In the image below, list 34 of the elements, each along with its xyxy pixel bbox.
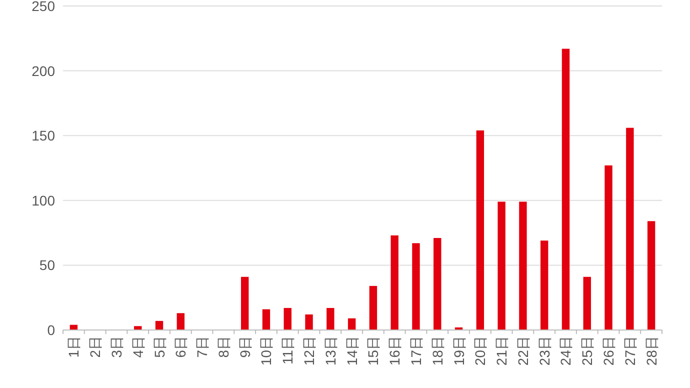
x-tick-label: 15日: [365, 336, 382, 366]
x-tick-label: 7日: [194, 336, 210, 358]
x-tick-label: 12日: [301, 336, 318, 366]
x-tick-label: 6日: [172, 336, 189, 358]
x-tick-label: 11日: [280, 336, 296, 365]
x-tick-label: 10日: [258, 336, 274, 366]
y-tick-label: 200: [32, 62, 56, 79]
x-tick-label: 24日: [558, 336, 574, 366]
y-tick-label: 50: [39, 257, 56, 274]
x-tick-label: 20日: [472, 336, 488, 366]
x-tick-label: 19日: [450, 336, 467, 366]
x-tick-label: 22日: [514, 336, 531, 366]
x-tick-label: 5日: [151, 336, 168, 358]
x-tick-label: 1日: [66, 336, 82, 358]
x-tick-label: 28日: [643, 336, 660, 366]
x-tick-label: 2日: [87, 336, 104, 358]
x-tick-label: 9日: [236, 336, 253, 358]
x-tick-label: 4日: [130, 336, 146, 358]
x-tick-label: 23日: [536, 336, 552, 366]
x-tick-label: 16日: [386, 336, 403, 366]
x-tick-label: 13日: [322, 336, 338, 366]
y-tick-label: 0: [47, 322, 56, 338]
x-tick-label: 14日: [344, 336, 360, 366]
x-tick-label: 26日: [600, 336, 617, 366]
y-tick-label: 150: [32, 128, 56, 144]
x-tick-label: 18日: [429, 336, 446, 366]
x-tick-label: 21日: [494, 336, 510, 366]
x-tick-label: 27日: [622, 336, 638, 366]
y-tick-label: 100: [32, 192, 56, 208]
x-tick-label: 8日: [215, 336, 232, 358]
x-tick-label: 25日: [579, 336, 596, 366]
x-tick-label: 3日: [108, 336, 124, 358]
x-tick-label: 17日: [408, 336, 424, 366]
y-tick-label: 250: [32, 0, 56, 14]
